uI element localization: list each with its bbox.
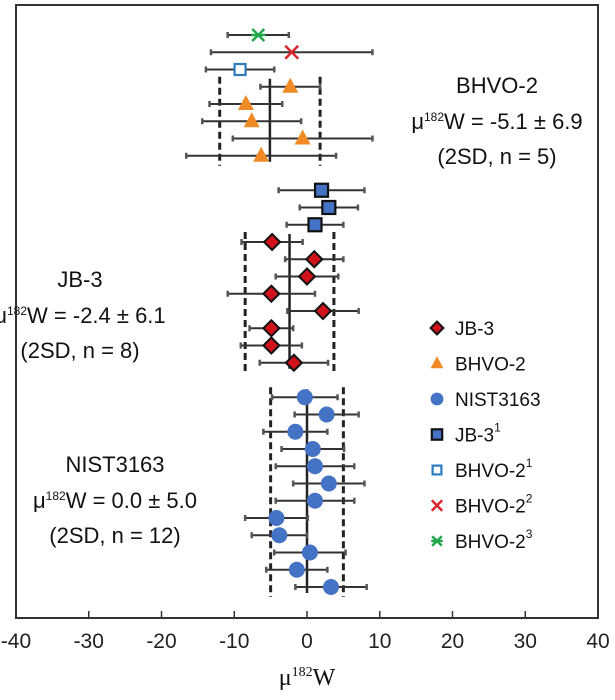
data-point-circle bbox=[287, 423, 304, 440]
data-point-triangle bbox=[237, 95, 254, 110]
data-point-circle bbox=[271, 527, 288, 544]
data-point-triangle bbox=[282, 77, 299, 93]
data-point-diamond bbox=[261, 336, 281, 355]
x-tick-label: -10 bbox=[219, 630, 249, 653]
group-detail: (2SD, n = 5) bbox=[437, 144, 556, 169]
legend-item: BHVO-23 bbox=[455, 527, 533, 553]
legend-label: BHVO-22 bbox=[455, 492, 533, 518]
data-point-circle bbox=[307, 492, 324, 509]
x-tick-label: 20 bbox=[441, 630, 464, 653]
legend-item: JB-3 bbox=[455, 319, 494, 340]
data-point-diamond bbox=[262, 232, 282, 252]
data-point-diamond bbox=[261, 284, 281, 304]
legend-label: NIST3163 bbox=[455, 390, 541, 411]
data-point-asterisk bbox=[251, 28, 266, 42]
x-tick-label: -30 bbox=[74, 630, 104, 653]
x-tick-label: 10 bbox=[368, 630, 391, 653]
legend-label: JB-3 bbox=[455, 319, 494, 340]
data-point-diamond bbox=[297, 267, 317, 286]
data-point-triangle bbox=[253, 146, 270, 162]
data-point-triangle bbox=[294, 129, 311, 145]
legend-label: JB-31 bbox=[455, 421, 501, 447]
data-point-diamond bbox=[304, 249, 324, 269]
data-point-open-square bbox=[233, 62, 247, 77]
data-point-circle bbox=[318, 406, 335, 423]
legend-open-square-icon bbox=[431, 464, 443, 476]
group-stat: μ182W = 0.0 ± 5.0 bbox=[33, 488, 197, 513]
data-point-diamond bbox=[261, 318, 281, 338]
legend-item: BHVO-21 bbox=[455, 456, 533, 482]
x-stroke bbox=[430, 499, 444, 512]
data-point-circle bbox=[288, 561, 305, 578]
x-tick-label: 30 bbox=[514, 630, 537, 653]
x-tick-label: -40 bbox=[1, 630, 31, 653]
data-point-filled-square bbox=[307, 217, 323, 233]
legend-label: BHVO-23 bbox=[455, 527, 533, 553]
x-axis-label: μ182W bbox=[279, 665, 336, 691]
legend-triangle-icon bbox=[430, 356, 444, 369]
legend-item: JB-31 bbox=[455, 421, 501, 447]
group-label: NIST3163 bbox=[65, 452, 164, 477]
x-tick-label: -20 bbox=[146, 630, 176, 653]
data-point-circle bbox=[268, 510, 285, 526]
data-point-filled-square bbox=[321, 199, 337, 216]
data-point-filled-square bbox=[313, 182, 330, 198]
group-detail: (2SD, n = 8) bbox=[20, 338, 139, 363]
data-point-diamond bbox=[313, 301, 333, 321]
group-stat: μ182W = -2.4 ± 6.1 bbox=[0, 303, 166, 328]
x-stroke bbox=[284, 44, 300, 60]
x-tick-label: 0 bbox=[301, 630, 313, 653]
legend-circle-icon bbox=[430, 392, 444, 406]
data-point-x bbox=[284, 44, 300, 60]
data-point-circle bbox=[304, 441, 321, 457]
data-point-circle bbox=[320, 475, 337, 492]
data-point-circle bbox=[307, 458, 324, 475]
legend-asterisk-icon bbox=[431, 535, 443, 547]
group-label: JB-3 bbox=[57, 267, 102, 292]
legend-filled-square-icon bbox=[430, 428, 444, 441]
legend-item: NIST3163 bbox=[455, 390, 541, 411]
data-point-circle bbox=[323, 579, 340, 595]
legend-label: BHVO-2 bbox=[455, 355, 526, 376]
x-tick-label: 40 bbox=[586, 630, 609, 653]
legend-x-icon bbox=[430, 499, 444, 512]
data-point-circle bbox=[301, 544, 318, 561]
group-stat: μ182W = -5.1 ± 6.9 bbox=[411, 109, 582, 134]
data-point-diamond bbox=[284, 353, 304, 373]
group-detail: (2SD, n = 12) bbox=[49, 523, 180, 548]
legend-diamond-icon bbox=[429, 320, 445, 336]
data-point-triangle bbox=[243, 112, 260, 128]
legend-item: BHVO-2 bbox=[455, 355, 526, 376]
data-point-circle bbox=[296, 389, 313, 406]
group-label: BHVO-2 bbox=[456, 73, 538, 98]
legend-item: BHVO-22 bbox=[455, 492, 533, 518]
legend-label: BHVO-21 bbox=[455, 456, 533, 482]
